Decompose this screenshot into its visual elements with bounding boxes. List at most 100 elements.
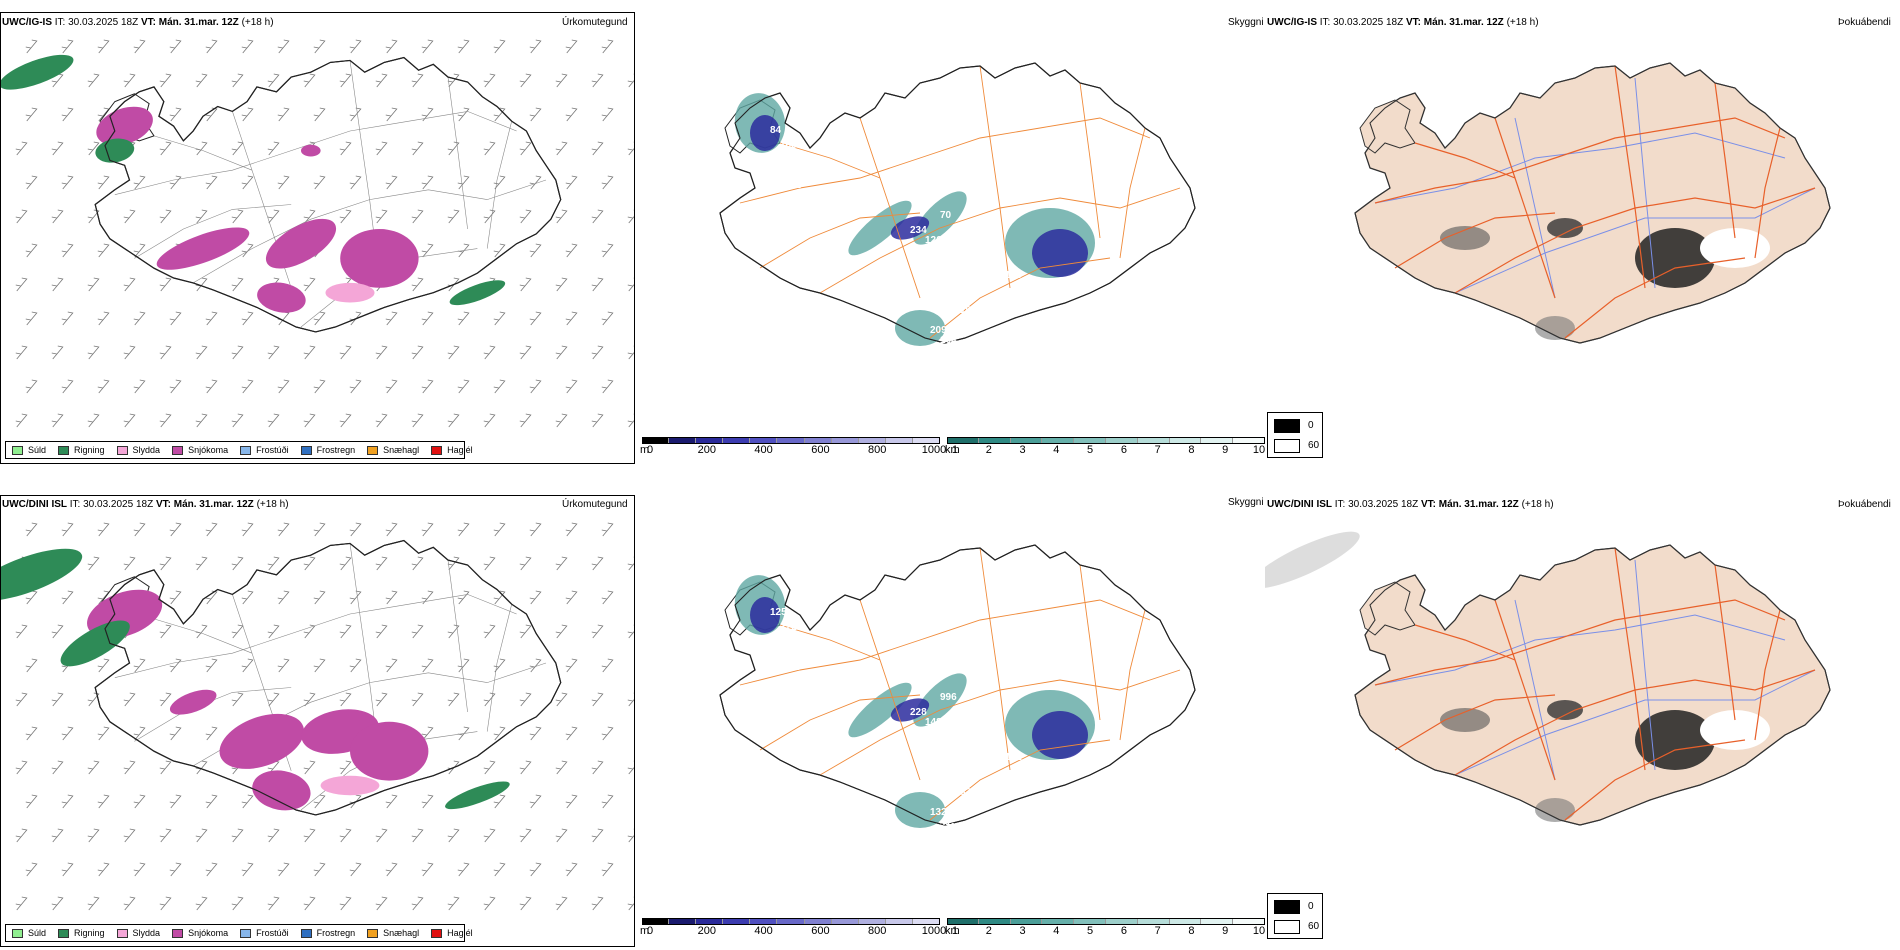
legend-swatch (58, 928, 70, 938)
lead-time: (+18 h) (1506, 17, 1539, 28)
road-line (447, 77, 468, 230)
colorbar-tick-label: 2 (985, 444, 992, 456)
colorbar-segment (723, 918, 751, 925)
colorbar-tick-label: 9 (1222, 444, 1229, 456)
sleet-area (325, 282, 375, 303)
legend-item: Snæhagl (367, 445, 419, 455)
snow-area (252, 770, 311, 811)
vt-value: Mán. 31.mar. 12Z (1423, 17, 1504, 28)
cloud-base-label: 155 (930, 300, 947, 311)
road-line (1079, 82, 1101, 239)
legend-item: Súld (12, 445, 46, 455)
colorbar-tick-label: 0 (646, 925, 654, 937)
cloud-base-label: 148 (800, 170, 817, 181)
legend-label: Rigning (74, 445, 105, 455)
low-cloud-area (1032, 229, 1088, 277)
colorbar-tick-label: 1 (951, 925, 959, 937)
colorbar-segment (1137, 437, 1170, 444)
it-value: 30.03.2025 18Z (83, 499, 154, 510)
road-line (114, 111, 517, 195)
legend-label: Súld (28, 928, 47, 938)
road-line (1119, 127, 1146, 259)
fog-free (1700, 710, 1770, 750)
cloud-base-label: 132 (930, 807, 947, 818)
colorbar-segment (669, 918, 697, 925)
fog-key-swatch (1274, 419, 1300, 433)
colorbar-tick-label: 400 (754, 925, 773, 937)
colorbar-tick-label: 10 (1252, 444, 1266, 456)
cloud-base-label: 79 (910, 662, 922, 673)
road-line (739, 599, 1151, 686)
fog-key-swatch (1274, 900, 1300, 914)
legend-label: Frostúði (256, 928, 289, 938)
colorbar-segment (978, 437, 1011, 444)
colorbar-segment (1074, 437, 1106, 444)
road-line (1374, 117, 1786, 204)
cloud-base-label: 83 (775, 200, 787, 211)
colorbar-tick-label: 5 (1087, 444, 1094, 456)
sleet-area (320, 775, 380, 796)
cloud-base-label: 168 (780, 140, 797, 151)
colorbar-segment (1169, 918, 1202, 925)
colorbar-segment (1169, 437, 1202, 444)
cloud-base-label: 188 (980, 235, 997, 246)
road-line (486, 121, 512, 249)
legend-item: Súld (12, 928, 46, 938)
cloud-base-label: 192 (960, 305, 977, 316)
road-line (979, 547, 1011, 771)
colorbar-segment (885, 918, 913, 925)
it-label: IT: (1319, 17, 1331, 28)
colorbar-frame (947, 918, 1265, 925)
precip-type-title-top: Úrkomutegund (562, 17, 628, 28)
cloud-base-label: 148 (925, 717, 942, 728)
colorbar-tick-label: 600 (811, 444, 830, 456)
cloud-base-label: 126 (925, 235, 942, 246)
legend-label: Haglél (447, 928, 473, 938)
fog-title-top: Þokuábendi (1838, 17, 1891, 28)
cloud-base-label: 09 (790, 662, 802, 673)
cloud-base-label: 228 (910, 707, 927, 718)
colorbar-segment (696, 437, 724, 444)
snow-area (301, 144, 321, 157)
colorbar-segment (1106, 918, 1138, 925)
road-line (1754, 127, 1781, 259)
cloud-base-label: 102 (830, 245, 847, 256)
colorbar-frame (642, 437, 940, 444)
legend-label: Súld (28, 445, 47, 455)
precip-type-map-top (1, 39, 634, 428)
header-bottom-left: UWC/DINI ISL IT: 30.03.2025 18Z VT: Mán.… (2, 499, 289, 511)
colorbar-segment (885, 437, 913, 444)
fog-moderate (1440, 226, 1490, 250)
colorbar-tick-label: 9 (1222, 925, 1229, 937)
fog-key-label: 60 (1308, 921, 1320, 932)
colorbar-segment (1201, 437, 1234, 444)
colorbar-tick-label: 7 (1154, 444, 1161, 456)
cloud-base-label: 129 (965, 707, 982, 718)
snow-area (169, 689, 217, 715)
road-line (1119, 609, 1146, 741)
cloud-base-label: 125 (970, 737, 987, 748)
fog-dense (1547, 218, 1583, 238)
vt-label: VT: (140, 17, 156, 28)
road-line (134, 204, 292, 259)
visibility-bar-bottom: km 1 2 3 4 5 6 7 8 9 10 (945, 918, 1265, 942)
road-line (1714, 564, 1736, 721)
colorbar-tick-label: 1000 (921, 925, 947, 937)
road-line (1614, 547, 1646, 771)
legend-item: Snjókoma (172, 445, 228, 455)
cloud-base-label: 975 (720, 532, 737, 543)
legend-swatch (367, 928, 379, 938)
legend-swatch (431, 445, 443, 455)
legend-swatch (172, 928, 184, 938)
colorbar-segment (831, 918, 859, 925)
road-line (1394, 212, 1556, 269)
legend-item: Frostúði (240, 928, 289, 938)
colorbar-segment (1106, 437, 1138, 444)
road-line (759, 212, 921, 269)
fog-moderate (1535, 798, 1575, 822)
visibility-area (913, 673, 967, 727)
vt-label: VT: (1405, 17, 1421, 28)
visibility-area (848, 200, 912, 256)
